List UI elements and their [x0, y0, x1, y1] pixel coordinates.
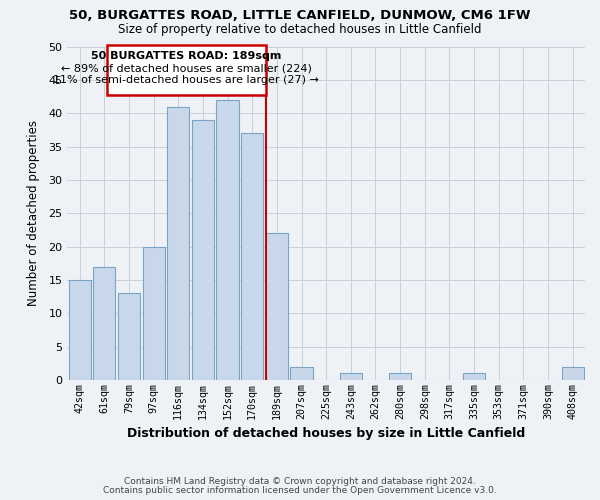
Bar — [68, 280, 91, 380]
Bar — [562, 366, 584, 380]
Text: ← 89% of detached houses are smaller (224): ← 89% of detached houses are smaller (22… — [61, 64, 312, 74]
Bar — [217, 100, 239, 380]
Bar — [290, 366, 313, 380]
Bar — [241, 133, 263, 380]
X-axis label: Distribution of detached houses by size in Little Canfield: Distribution of detached houses by size … — [127, 427, 525, 440]
FancyBboxPatch shape — [107, 45, 266, 94]
Text: 50 BURGATTES ROAD: 189sqm: 50 BURGATTES ROAD: 189sqm — [91, 50, 281, 60]
Text: 11% of semi-detached houses are larger (27) →: 11% of semi-detached houses are larger (… — [53, 75, 319, 85]
Text: 50, BURGATTES ROAD, LITTLE CANFIELD, DUNMOW, CM6 1FW: 50, BURGATTES ROAD, LITTLE CANFIELD, DUN… — [69, 9, 531, 22]
Bar — [143, 246, 164, 380]
Text: Size of property relative to detached houses in Little Canfield: Size of property relative to detached ho… — [118, 22, 482, 36]
Bar — [167, 106, 190, 380]
Bar — [192, 120, 214, 380]
Bar — [118, 293, 140, 380]
Bar — [93, 266, 115, 380]
Bar — [340, 373, 362, 380]
Text: Contains HM Land Registry data © Crown copyright and database right 2024.: Contains HM Land Registry data © Crown c… — [124, 477, 476, 486]
Bar — [463, 373, 485, 380]
Y-axis label: Number of detached properties: Number of detached properties — [27, 120, 40, 306]
Bar — [266, 233, 288, 380]
Text: Contains public sector information licensed under the Open Government Licence v3: Contains public sector information licen… — [103, 486, 497, 495]
Bar — [389, 373, 411, 380]
